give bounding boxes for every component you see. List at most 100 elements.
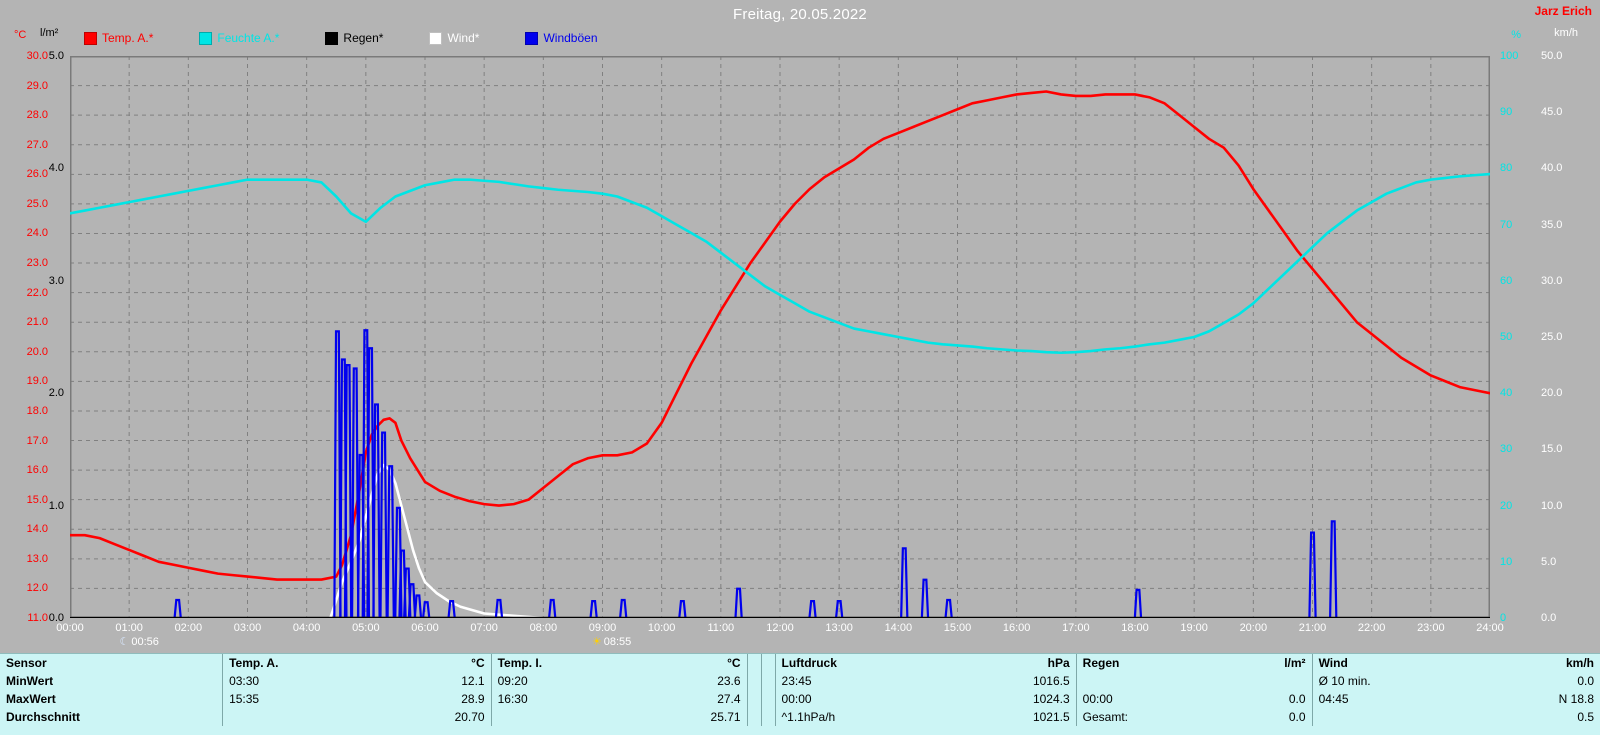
col-header-wind: Wind (1311, 654, 1479, 672)
legend-label-windboeen: Windböen (543, 31, 598, 45)
moonset-icon-time: 00:56 (131, 636, 159, 648)
tick-time-0100: 01:00 (115, 622, 143, 634)
col-header-regen: Regen (1075, 654, 1225, 672)
legend-swatch-windboeen (525, 31, 539, 45)
axis-unit-humidity: % (1511, 29, 1521, 41)
series-line (70, 172, 1490, 355)
spacer-cell (760, 654, 776, 672)
legend-label-temp-aussen: Temp. A.* (102, 31, 154, 45)
cell-wind-min_time: Ø 10 min. (1311, 672, 1479, 690)
tick-wind-35.0: 35.0 (1541, 218, 1563, 231)
tick-rain-2.0: 2.0 (48, 387, 64, 400)
cell-luftdruck-max_value: 1024.3 (1032, 692, 1070, 706)
cell-wind-max_value: N 18.8 (1558, 692, 1594, 706)
axis-unit-rain: l/m² (40, 27, 59, 39)
tick-temp-23.0: 23.0 (26, 257, 48, 270)
series-tempa (70, 90, 1490, 581)
gust-impulse (421, 601, 431, 618)
col-unit-wind: km/h (1565, 656, 1594, 670)
tick-time-1100: 11:00 (707, 622, 735, 634)
cell-temp-innen-avg_time (490, 708, 638, 726)
tick-time-1800: 18:00 (1121, 622, 1149, 634)
spacer-cell (760, 708, 776, 726)
y-axis-rain: 5.0 4.0 3.0 2.0 1.0 0.0 (34, 50, 64, 624)
tick-time-2200: 22:00 (1357, 622, 1386, 634)
cell-temp-aussen-max_time: 15:35 (222, 690, 382, 708)
tick-temp-27.0: 27.0 (26, 138, 48, 151)
col-unit-regen: l/m² (1284, 656, 1306, 670)
tick-temp-21.0: 21.0 (26, 316, 48, 329)
y-axis-humidity: 100 90 80 70 60 50 40 30 20 10 0 (1500, 50, 1540, 624)
tick-hum-50: 50 (1500, 331, 1513, 343)
y-axis-wind: 50.0 45.0 40.0 35.0 30.0 25.0 20.0 15.0 10.0 5.0 0… (1541, 50, 1593, 624)
tick-time-0000: 00:00 (56, 622, 84, 634)
cell-regen-avg_value: 0.0 (1288, 710, 1306, 724)
legend-item-feuchte-aussen[interactable]: Feuchte A.* (199, 31, 279, 45)
tick-hum-10: 10 (1500, 555, 1513, 568)
tick-time-1000: 10:00 (647, 622, 676, 634)
gust-impulse (548, 598, 557, 618)
legend-swatch-wind (429, 31, 443, 45)
gust-impulse (734, 587, 743, 618)
gust-impulse (808, 600, 817, 618)
tick-time-1500: 15:00 (943, 622, 972, 634)
gust-impulse (366, 347, 375, 618)
tick-rain-3.0: 3.0 (48, 274, 64, 287)
y-axis-temperature: 30.0 29.0 28.0 27.0 26.0 25.0 24.0 23.0 22.0 21.0… (8, 50, 48, 624)
tick-hum-20: 20 (1500, 499, 1513, 512)
tick-time-0800: 08:00 (529, 622, 558, 634)
chart-plot-area[interactable] (70, 56, 1490, 618)
legend-item-regen[interactable]: Regen* (325, 31, 383, 45)
col-unit-temp-aussen: °C (471, 656, 485, 670)
legend-swatch-feuchte-aussen (199, 31, 213, 45)
tick-temp-17.0: 17.0 (26, 434, 48, 447)
legend-item-temp-aussen[interactable]: Temp. A.* (84, 31, 153, 45)
sun-markers: ☾ 00:56 ☀ 08:55 (0, 636, 1600, 652)
tick-time-0700: 07:00 (470, 622, 498, 634)
gust-impulse (678, 600, 687, 618)
spacer-cell (746, 708, 762, 726)
table-row: MaxWert 15:35 28.9 16:30 27.4 00:00 1024.3 00:0… (0, 690, 1600, 708)
col-unit-temp-innen: °C (727, 656, 741, 670)
tick-temp-22.0: 22.0 (26, 286, 48, 299)
tick-wind-25.0: 25.0 (1541, 331, 1563, 343)
moonset-icon-glyph: ☾ (119, 635, 130, 648)
tick-temp-24.0: 24.0 (26, 227, 48, 240)
series-feuchtea (70, 172, 1490, 355)
gust-impulse (350, 367, 360, 618)
legend-item-wind[interactable]: Wind* (429, 31, 479, 45)
cell-luftdruck-max_time: 00:00 (774, 690, 950, 708)
tick-hum-60: 60 (1500, 274, 1513, 287)
gust-impulse (1308, 531, 1317, 618)
tick-wind-30.0: 30.0 (1541, 274, 1563, 287)
tick-time-0600: 06:00 (411, 622, 439, 634)
chart-legend: Temp. A.* Feuchte A.* Regen* Wind* Windböen (84, 30, 644, 46)
gust-impulse (447, 600, 456, 618)
tick-hum-100: 100 (1500, 50, 1519, 62)
gust-impulse (834, 600, 844, 618)
gust-impulse (1329, 520, 1338, 618)
cell-temp-aussen-avg_value: 20.70 (454, 710, 485, 724)
gust-impulse (920, 578, 930, 618)
table-row: Sensor Temp. A. °C Temp. I. °C Luftdruck hPa Re… (0, 654, 1600, 672)
gust-impulse (173, 598, 182, 618)
gust-impulse (379, 431, 388, 618)
cell-temp-innen-max_value: 27.4 (717, 692, 741, 706)
cell-regen-min_value (1225, 672, 1312, 690)
cell-wind-avg_time (1311, 708, 1479, 726)
tick-temp-13.0: 13.0 (26, 552, 48, 565)
tick-temp-26.0: 26.0 (26, 168, 48, 181)
row-header-sensor: Sensor (6, 656, 47, 670)
tick-hum-0: 0 (1500, 612, 1507, 624)
col-header-temp-innen: Temp. I. (490, 654, 638, 672)
tick-wind-10.0: 10.0 (1541, 499, 1563, 512)
cell-temp-aussen-avg_time (222, 708, 382, 726)
gust-impulse (407, 583, 417, 618)
cell-temp-aussen-max_value: 28.9 (461, 692, 485, 706)
cell-temp-innen-avg_value: 25.71 (710, 710, 741, 724)
tick-temp-18.0: 18.0 (26, 404, 48, 417)
tick-time-0300: 03:00 (233, 622, 262, 634)
tick-time-1900: 19:00 (1180, 622, 1208, 634)
legend-item-windboeen[interactable]: Windböen (525, 31, 598, 45)
table-row: MinWert 03:30 12.1 09:20 23.6 23:45 1016.5 Ø 10… (0, 672, 1600, 690)
